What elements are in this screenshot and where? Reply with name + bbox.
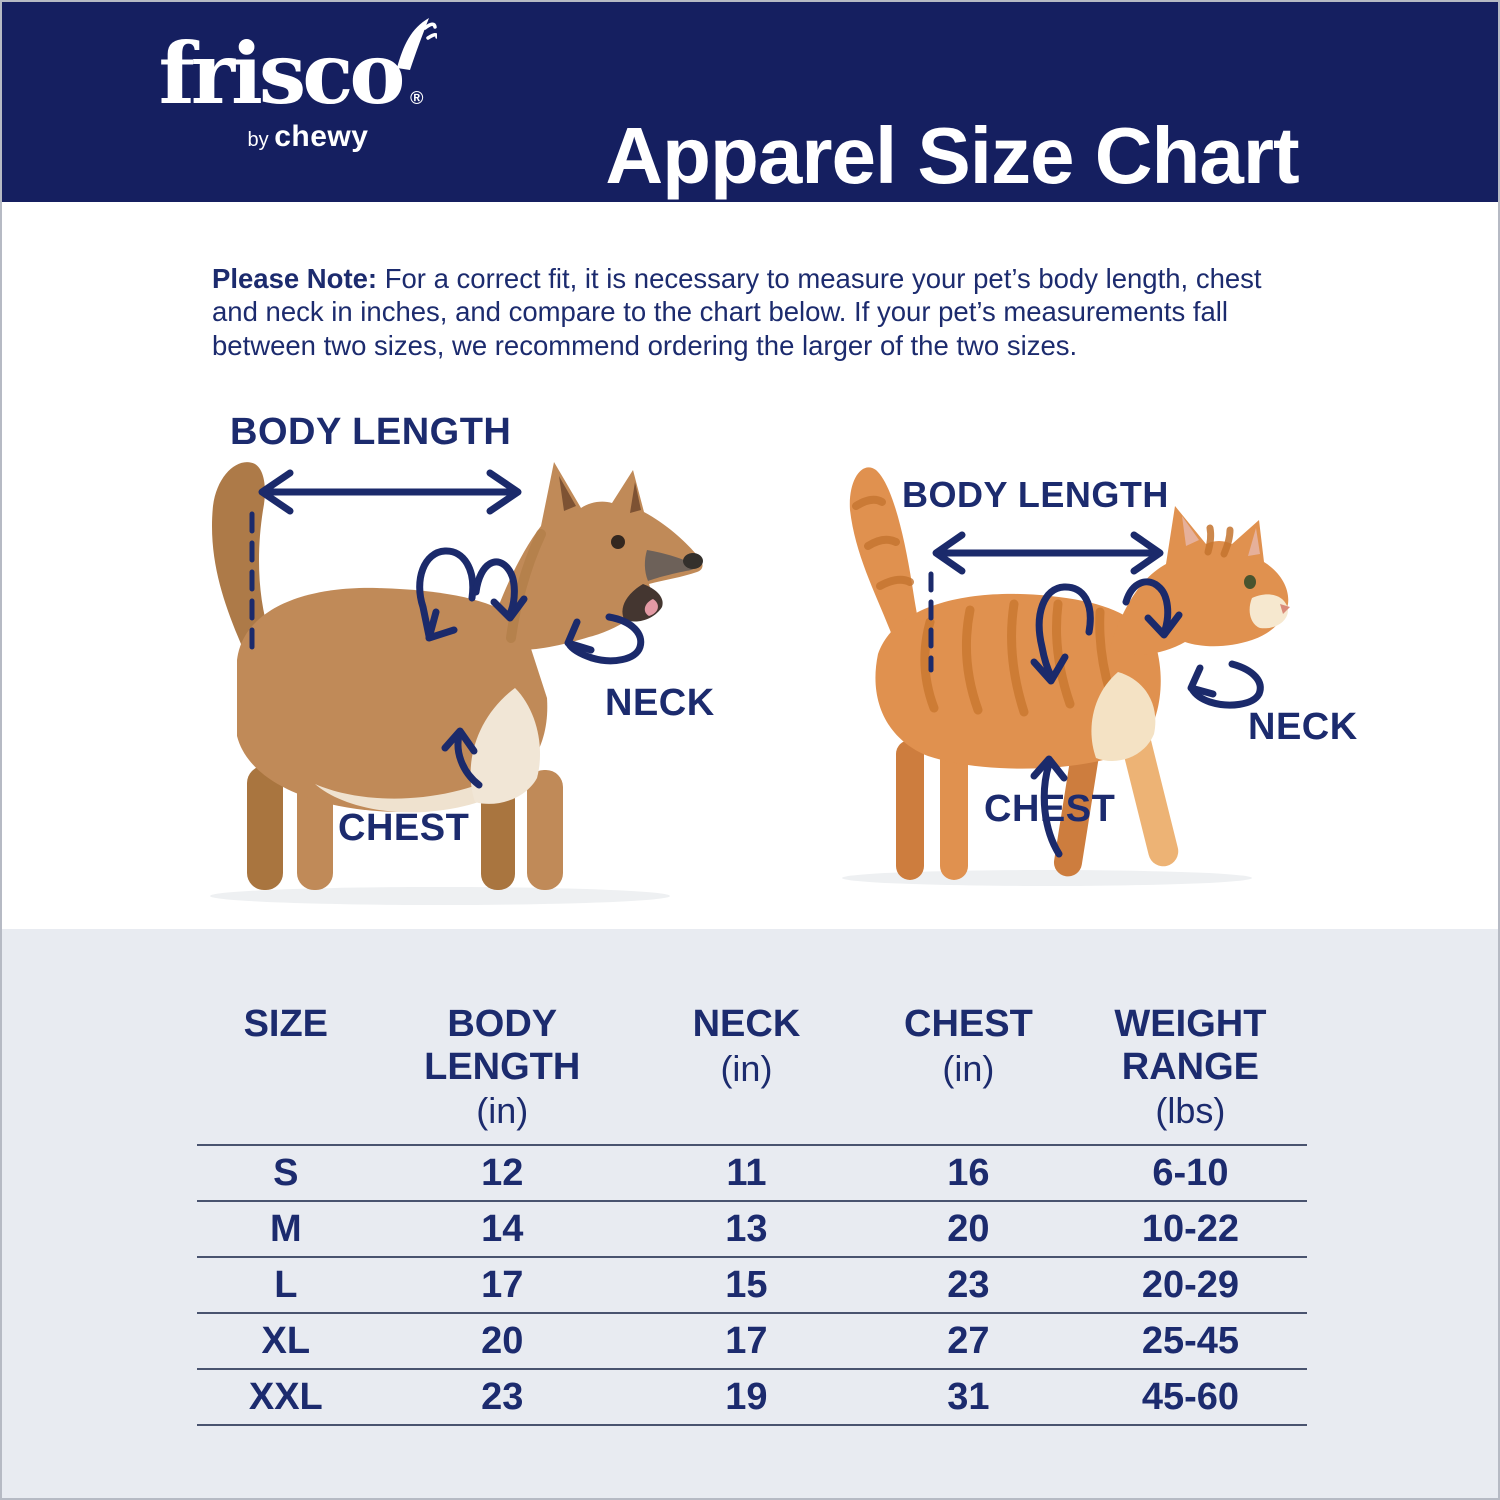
measurement-guide-section: Please Note: For a correct fit, it is ne… xyxy=(2,202,1498,929)
table-row-s: S 12 11 16 6-10 xyxy=(197,1146,1307,1203)
dog-belly xyxy=(315,764,521,813)
dog-legs xyxy=(247,766,563,890)
chewy-logo-text: chewy xyxy=(274,120,369,154)
column-header-neck: NECK (in) xyxy=(692,1003,801,1089)
note-paragraph: Please Note: For a correct fit, it is ne… xyxy=(212,262,1304,363)
size-table-header-row: SIZE BODY LENGTH (in) NECK (in) CHEST (i… xyxy=(197,1003,1307,1147)
dog-head xyxy=(485,462,703,650)
dog-neck-shading xyxy=(506,529,546,643)
cat-tail xyxy=(849,467,926,652)
cat-body-length-label: BODY LENGTH xyxy=(902,474,1169,515)
dog-muzzle xyxy=(644,550,696,581)
dog-tongue xyxy=(644,599,658,616)
cat-head xyxy=(1110,506,1289,655)
table-row-xl: XL 20 17 27 25-45 xyxy=(197,1314,1307,1371)
dog-neck-label: NECK xyxy=(605,682,715,724)
note-label: Please Note: xyxy=(212,262,378,294)
size-table: SIZE BODY LENGTH (in) NECK (in) CHEST (i… xyxy=(197,1003,1307,1427)
byline-by: by xyxy=(247,129,269,152)
dog-shadow xyxy=(210,887,670,905)
note-text: For a correct fit, it is necessary to me… xyxy=(212,262,1262,361)
frisco-logo-text: frisco xyxy=(158,24,406,123)
cat-neck-label: NECK xyxy=(1248,706,1358,748)
table-row-m: M 14 13 20 10-22 xyxy=(197,1202,1307,1259)
dog-eye xyxy=(611,535,625,549)
cat-eye xyxy=(1244,575,1256,589)
dog-chest-patch xyxy=(470,688,541,804)
byline-by-chewy: by chewy xyxy=(120,120,440,154)
column-header-chest: CHEST (in) xyxy=(904,1003,1033,1089)
cat-chest-patch xyxy=(1091,672,1156,761)
cat-nose xyxy=(1280,604,1290,614)
column-header-weight-range: WEIGHT RANGE (lbs) xyxy=(1114,1003,1267,1132)
logo-dog-tail-icon xyxy=(397,18,438,70)
cat-ear-inner xyxy=(1248,528,1260,556)
header-banner: frisco ® by chewy Apparel Size Chart xyxy=(2,2,1498,202)
column-header-body-length: BODY LENGTH (in) xyxy=(424,1003,581,1132)
dog-body-length-label: BODY LENGTH xyxy=(230,411,512,453)
frisco-logo: frisco ® by chewy xyxy=(120,18,440,154)
frisco-logo-wordmark: frisco ® xyxy=(159,18,438,118)
cat-chest-label: CHEST xyxy=(984,788,1116,830)
dog-ear-inner xyxy=(630,482,641,513)
table-row-l: L 17 15 23 20-29 xyxy=(197,1258,1307,1315)
cat-muzzle xyxy=(1249,594,1288,629)
dog-nose xyxy=(683,553,703,569)
cat-ear-inner xyxy=(1182,516,1199,546)
dog-ear-inner xyxy=(559,476,576,511)
table-row-xxl: XXL 23 19 31 45-60 xyxy=(197,1370,1307,1427)
registered-trademark-symbol: ® xyxy=(410,88,424,109)
dog-chest-label: CHEST xyxy=(338,807,470,849)
page-title: Apparel Size Chart xyxy=(605,110,1299,200)
cat-head-stripes xyxy=(1204,524,1234,558)
size-table-section: SIZE BODY LENGTH (in) NECK (in) CHEST (i… xyxy=(2,929,1498,1498)
column-header-size: SIZE xyxy=(243,1003,329,1045)
cat-legs xyxy=(896,729,1179,880)
cat-tail-stripes xyxy=(852,495,914,590)
